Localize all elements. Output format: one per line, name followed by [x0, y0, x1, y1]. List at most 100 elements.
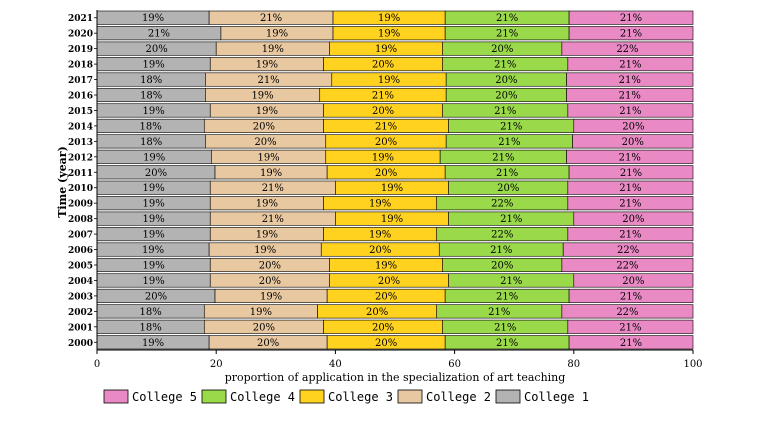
bar-segment-college-5-2012 — [566, 149, 694, 164]
y-tick-label: 2003 — [68, 292, 93, 302]
bar-value-label: 21% — [619, 199, 641, 210]
legend-swatch-college-1 — [495, 389, 521, 404]
bar-value-label: 20% — [375, 291, 397, 302]
bar-value-label: 19% — [372, 152, 394, 163]
x-tick-label: 0 — [94, 359, 100, 370]
segment-labels-layer: 19% 20% 20% 21% 21% 18% 20% 20% 21% 21% 18% 19% 20% 2… — [140, 13, 645, 349]
bar-value-label: 22% — [491, 230, 513, 241]
bar-value-label: 19% — [381, 214, 403, 225]
bar-value-label: 19% — [142, 245, 164, 256]
bar-value-label: 20% — [372, 106, 394, 117]
bar-value-label: 20% — [372, 60, 394, 71]
bar-value-label: 19% — [378, 13, 400, 24]
bar-value-label: 19% — [369, 199, 391, 210]
bar-value-label: 19% — [143, 276, 165, 287]
bar-segment-college-5-2007 — [567, 227, 694, 242]
bar-segment-college-5-2019 — [561, 41, 694, 56]
legend-label-college-3: College 3 — [328, 390, 393, 404]
bar-value-label: 19% — [256, 60, 278, 71]
bar-value-label: 19% — [378, 29, 400, 40]
bar-value-label: 21% — [619, 152, 641, 163]
y-tick-label: 2004 — [68, 277, 93, 287]
bar-value-label: 20% — [497, 183, 519, 194]
bar-value-label: 18% — [140, 75, 162, 86]
y-tick-label: 2017 — [68, 76, 93, 86]
bar-value-label: 19% — [260, 168, 282, 179]
bar-value-label: 21% — [494, 106, 516, 117]
bar-value-label: 19% — [256, 230, 278, 241]
bar-segment-college-5-2020 — [568, 26, 694, 41]
bar-value-label: 20% — [375, 338, 397, 349]
bar-value-label: 21% — [500, 214, 522, 225]
bar-value-label: 19% — [381, 183, 403, 194]
bar-value-label: 20% — [145, 44, 167, 55]
bar-value-label: 21% — [257, 75, 279, 86]
bar-segment-college-5-2016 — [566, 87, 694, 103]
bar-value-label: 21% — [262, 214, 284, 225]
y-tick-label: 2008 — [68, 215, 93, 225]
bar-value-label: 20% — [366, 307, 388, 318]
y-tick-label: 2001 — [68, 323, 93, 333]
bar-value-label: 21% — [619, 183, 641, 194]
bar-value-label: 20% — [253, 121, 275, 132]
bar-segment-college-5-2013 — [572, 134, 694, 149]
bar-value-label: 19% — [143, 152, 165, 163]
x-tick-label: 40 — [329, 359, 342, 370]
bar-value-label: 21% — [619, 60, 641, 71]
bar-value-label: 19% — [142, 338, 164, 349]
bar-value-label: 19% — [143, 106, 165, 117]
bar-value-label: 19% — [251, 91, 273, 102]
bar-value-label: 20% — [259, 261, 281, 272]
bar-value-label: 19% — [143, 214, 165, 225]
bar-segment-college-5-2002 — [561, 304, 694, 319]
x-tick-label: 100 — [683, 359, 702, 370]
bar-value-label: 19% — [266, 29, 288, 40]
y-tick-label: 2016 — [68, 92, 93, 102]
x-tick-label: 20 — [210, 359, 223, 370]
bar-value-label: 21% — [496, 291, 518, 302]
bar-value-label: 19% — [375, 261, 397, 272]
legend-swatch-college-2 — [397, 389, 423, 404]
bar-value-label: 20% — [495, 91, 517, 102]
x-tick-label: 80 — [567, 359, 580, 370]
bars-layer — [96, 10, 694, 350]
bar-segment-college-5-2014 — [573, 118, 694, 133]
bar-value-label: 21% — [619, 91, 641, 102]
bar-value-label: 19% — [369, 230, 391, 241]
bar-value-label: 20% — [375, 137, 397, 148]
bar-value-label: 21% — [148, 29, 170, 40]
bar-value-label: 19% — [256, 106, 278, 117]
bar-value-label: 22% — [616, 261, 638, 272]
bar-value-label: 21% — [500, 276, 522, 287]
bar-value-label: 20% — [622, 276, 644, 287]
y-tick-label: 2018 — [68, 61, 93, 71]
bar-value-label: 20% — [253, 322, 275, 333]
bar-value-label: 18% — [140, 137, 162, 148]
bar-segment-college-5-2018 — [567, 57, 694, 72]
legend-swatch-college-4 — [201, 389, 227, 404]
bar-value-label: 21% — [498, 137, 520, 148]
legend-label-college-5: College 5 — [132, 390, 197, 404]
bar-value-label: 19% — [250, 307, 272, 318]
y-tick-label: 2015 — [68, 107, 93, 117]
bar-value-label: 20% — [254, 137, 276, 148]
bar-segment-college-5-2009 — [567, 196, 694, 211]
bar-value-label: 21% — [496, 13, 518, 24]
bar-value-label: 18% — [140, 322, 162, 333]
y-tick-label: 2012 — [68, 153, 93, 163]
bar-value-label: 21% — [620, 29, 642, 40]
bar-segment-college-5-2008 — [573, 211, 694, 226]
y-tick-label: 2002 — [68, 308, 93, 318]
x-axis-title: proportion of application in the special… — [225, 371, 566, 384]
bar-value-label: 21% — [494, 322, 516, 333]
bar-segment-college-5-2004 — [573, 273, 694, 288]
y-axis-title: Time (year) — [56, 146, 69, 218]
y-tick-label: 2013 — [68, 138, 93, 148]
bar-value-label: 22% — [616, 44, 638, 55]
bar-value-label: 20% — [369, 245, 391, 256]
bar-value-label: 21% — [619, 106, 641, 117]
bar-value-label: 19% — [142, 13, 164, 24]
bar-segment-college-5-2017 — [566, 72, 694, 87]
bar-value-label: 19% — [143, 261, 165, 272]
